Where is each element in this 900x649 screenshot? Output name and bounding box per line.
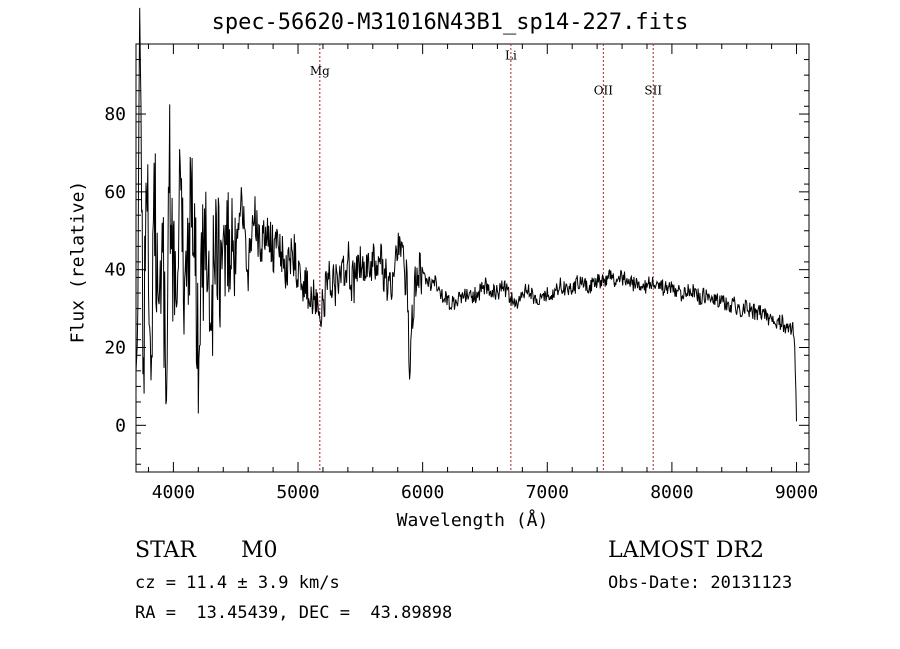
line-label-li: Li [505, 49, 517, 63]
y-tick-label: 60 [104, 182, 126, 203]
x-tick-label: 7000 [526, 482, 569, 503]
y-tick-label: 0 [115, 415, 126, 436]
survey-name: LAMOST DR2 [608, 538, 764, 563]
y-tick-label: 80 [104, 104, 126, 125]
x-axis-label: Wavelength (Å) [396, 510, 549, 531]
axis-tick-labels: 4000 5000 6000 7000 8000 9000 0 20 40 60 80 [104, 104, 818, 503]
object-subclass: M0 [241, 538, 278, 563]
spectral-line-markers: Mg Li OII SII [310, 44, 662, 472]
x-tick-label: 9000 [775, 482, 818, 503]
object-class: STAR [135, 538, 196, 563]
y-tick-label: 20 [104, 337, 126, 358]
obs-date-text: Obs-Date: 20131123 [608, 573, 793, 593]
x-tick-label: 5000 [276, 482, 319, 503]
line-label-mg: Mg [310, 64, 330, 78]
spectrum-line [135, 7, 797, 422]
y-tick-label: 40 [104, 260, 126, 281]
plot-frame [135, 43, 810, 473]
coordinates-text: RA = 13.45439, DEC = 43.89898 [135, 603, 453, 623]
y-axis-label: Flux (relative) [67, 180, 89, 344]
line-label-sii: SII [644, 84, 662, 98]
x-tick-label: 6000 [401, 482, 444, 503]
redshift-text: cz = 11.4 ± 3.9 km/s [135, 573, 340, 593]
line-label-oii: OII [594, 84, 614, 98]
x-tick-label: 8000 [650, 482, 693, 503]
x-tick-label: 4000 [152, 482, 195, 503]
axis-ticks [136, 44, 809, 472]
chart-title: spec-56620-M31016N43B1_sp14-227.fits [211, 10, 689, 35]
